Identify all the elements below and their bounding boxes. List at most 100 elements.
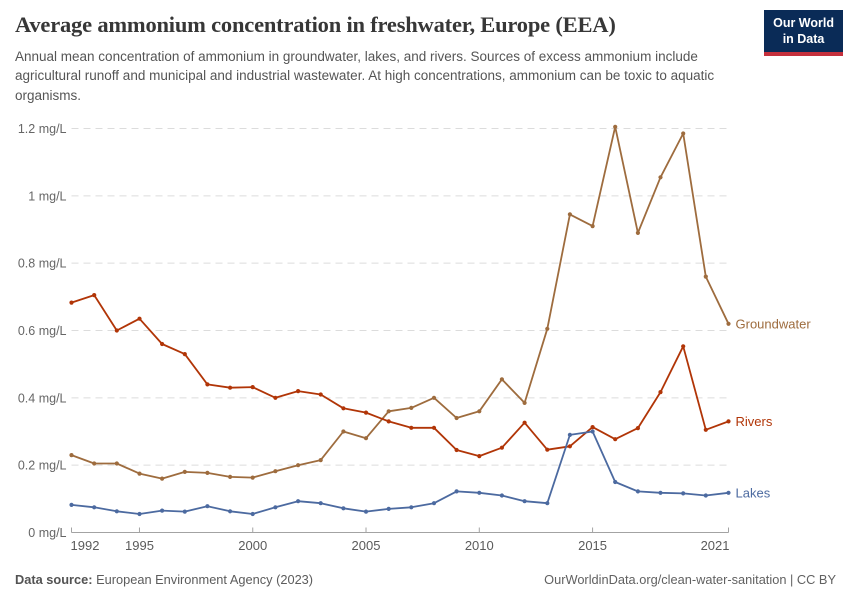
data-point[interactable] [137, 471, 142, 476]
data-point[interactable] [182, 469, 187, 474]
data-point[interactable] [658, 490, 663, 495]
data-point[interactable] [341, 506, 346, 511]
data-point[interactable] [567, 432, 573, 437]
data-point[interactable] [296, 389, 301, 394]
data-point[interactable] [726, 419, 731, 424]
data-point[interactable] [318, 501, 323, 506]
data-point[interactable] [250, 511, 255, 517]
data-point[interactable] [114, 509, 119, 514]
data-point[interactable] [318, 392, 323, 397]
data-point[interactable] [703, 427, 708, 432]
data-point[interactable] [363, 436, 369, 441]
data-point[interactable] [431, 425, 437, 430]
data-point[interactable] [341, 406, 346, 411]
data-point[interactable] [182, 509, 187, 514]
data-point[interactable] [522, 420, 527, 425]
series-line-lakes[interactable] [70, 430, 730, 515]
data-point[interactable] [431, 395, 437, 400]
data-point[interactable] [160, 476, 165, 481]
data-point[interactable] [613, 479, 618, 485]
data-point[interactable] [409, 505, 414, 510]
series-line-groundwater[interactable] [70, 125, 730, 480]
data-point[interactable] [499, 493, 504, 498]
data-point[interactable] [409, 425, 414, 430]
footer-credit[interactable]: OurWorldinData.org/clean-water-sanitatio… [544, 572, 836, 587]
data-point[interactable] [92, 461, 97, 466]
data-point[interactable] [296, 499, 301, 504]
data-point[interactable] [69, 300, 74, 305]
data-point[interactable] [681, 491, 686, 496]
data-point[interactable] [567, 444, 573, 449]
series-label-rivers[interactable]: Rivers [736, 414, 773, 429]
data-point[interactable] [658, 175, 663, 180]
data-point[interactable] [635, 426, 641, 431]
data-point[interactable] [409, 405, 414, 410]
data-point[interactable] [590, 429, 595, 434]
data-point[interactable] [69, 502, 74, 507]
data-point[interactable] [137, 511, 142, 517]
data-point[interactable] [681, 344, 686, 349]
data-point[interactable] [92, 505, 97, 510]
data-point[interactable] [114, 461, 119, 466]
data-point[interactable] [228, 474, 233, 479]
data-point[interactable] [613, 124, 618, 129]
data-point[interactable] [454, 415, 459, 421]
data-point[interactable] [681, 131, 686, 136]
data-point[interactable] [273, 395, 278, 400]
data-point[interactable] [590, 224, 595, 229]
owid-logo[interactable]: Our World in Data [764, 10, 843, 57]
data-point[interactable] [228, 385, 233, 390]
data-point[interactable] [228, 509, 233, 514]
data-point[interactable] [454, 489, 459, 494]
data-point[interactable] [454, 447, 459, 453]
data-point[interactable] [69, 453, 74, 458]
data-point[interactable] [250, 385, 255, 390]
data-point[interactable] [477, 454, 482, 459]
data-point[interactable] [250, 475, 255, 480]
data-point[interactable] [160, 341, 165, 347]
data-point[interactable] [499, 377, 504, 382]
data-point[interactable] [205, 504, 210, 509]
series-rivers[interactable]: Rivers [69, 293, 773, 459]
data-point[interactable] [363, 509, 369, 514]
data-point[interactable] [567, 212, 573, 217]
series-line-rivers[interactable] [70, 294, 730, 458]
data-point[interactable] [613, 437, 618, 442]
data-point[interactable] [477, 490, 482, 495]
data-point[interactable] [386, 419, 391, 424]
series-groundwater[interactable]: Groundwater [69, 124, 812, 481]
data-point[interactable] [137, 316, 142, 321]
data-point[interactable] [205, 470, 210, 475]
data-point[interactable] [499, 445, 504, 450]
data-point[interactable] [363, 410, 369, 415]
data-point[interactable] [726, 321, 731, 326]
data-point[interactable] [545, 447, 550, 452]
data-point[interactable] [386, 506, 391, 511]
data-point[interactable] [296, 463, 301, 468]
series-label-lakes[interactable]: Lakes [736, 485, 771, 500]
data-point[interactable] [431, 501, 437, 506]
data-point[interactable] [114, 328, 119, 333]
data-point[interactable] [205, 382, 210, 387]
data-point[interactable] [703, 493, 708, 498]
data-point[interactable] [160, 508, 165, 513]
data-point[interactable] [703, 274, 708, 279]
data-point[interactable] [522, 499, 527, 504]
data-point[interactable] [635, 489, 641, 494]
data-point[interactable] [386, 409, 391, 414]
data-point[interactable] [318, 458, 323, 463]
data-point[interactable] [545, 501, 550, 506]
data-point[interactable] [522, 400, 527, 405]
data-point[interactable] [658, 390, 663, 395]
data-point[interactable] [545, 326, 550, 331]
data-point[interactable] [477, 409, 482, 414]
data-point[interactable] [92, 293, 97, 298]
data-point[interactable] [590, 425, 595, 430]
data-point[interactable] [635, 230, 641, 235]
data-point[interactable] [273, 469, 278, 474]
data-point[interactable] [182, 352, 187, 357]
data-point[interactable] [726, 490, 731, 495]
data-point[interactable] [341, 429, 346, 434]
series-label-groundwater[interactable]: Groundwater [736, 316, 812, 331]
